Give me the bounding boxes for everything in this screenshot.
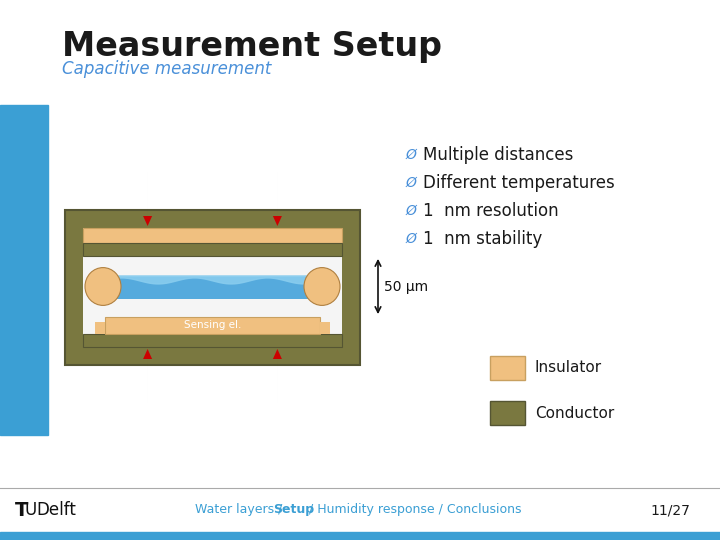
FancyArrow shape: [143, 172, 152, 226]
Bar: [490, 401, 525, 425]
Text: Measurement Setup: Measurement Setup: [62, 30, 442, 63]
Bar: [320, 322, 330, 334]
Ellipse shape: [304, 268, 340, 306]
Text: Ø: Ø: [405, 204, 416, 218]
Bar: [0, 105, 48, 435]
Bar: [95, 322, 105, 334]
Bar: [83, 228, 342, 244]
Text: Conductor: Conductor: [535, 406, 614, 421]
Bar: [0, 532, 720, 540]
Bar: [0, 488, 720, 540]
Ellipse shape: [85, 268, 121, 306]
FancyArrow shape: [273, 172, 282, 226]
Text: Different temperatures: Different temperatures: [423, 174, 615, 192]
Text: / Humidity response / Conclusions: / Humidity response / Conclusions: [305, 503, 521, 516]
Bar: [83, 244, 342, 256]
Text: $\mathbf{T}$: $\mathbf{T}$: [14, 501, 30, 519]
Text: U: U: [24, 501, 36, 519]
Text: Ø: Ø: [405, 148, 416, 162]
Text: Setup: Setup: [273, 503, 314, 516]
Bar: [105, 317, 320, 334]
Text: Ø: Ø: [405, 232, 416, 246]
FancyArrow shape: [273, 349, 282, 403]
Text: Multiple distances: Multiple distances: [423, 146, 573, 164]
Text: Delft: Delft: [36, 501, 76, 519]
FancyArrow shape: [143, 349, 152, 403]
Text: 11/27: 11/27: [650, 503, 690, 517]
Bar: [83, 228, 342, 347]
Text: Water layers /: Water layers /: [195, 503, 287, 516]
Text: Capacitive measurement: Capacitive measurement: [62, 60, 271, 78]
Text: Ø: Ø: [405, 176, 416, 190]
Bar: [103, 278, 322, 300]
Text: 1  nm stability: 1 nm stability: [423, 230, 542, 248]
Text: Insulator: Insulator: [535, 361, 602, 375]
Text: 50 μm: 50 μm: [384, 280, 428, 294]
Bar: [65, 210, 360, 365]
Bar: [490, 356, 525, 380]
Text: Sensing el.: Sensing el.: [184, 320, 241, 330]
Text: 1  nm resolution: 1 nm resolution: [423, 202, 559, 220]
Bar: [83, 334, 342, 347]
